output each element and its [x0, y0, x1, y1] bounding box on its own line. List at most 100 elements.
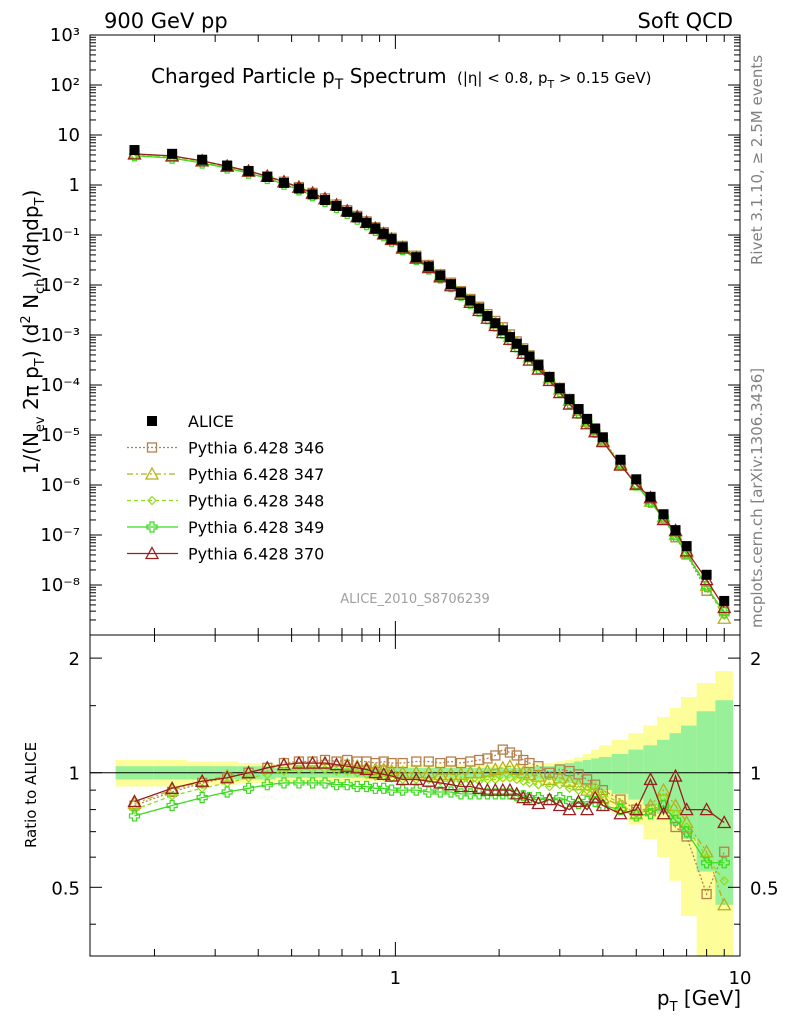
ratio-y-tick-label-right: 2: [750, 649, 761, 670]
x-tick-label: 10: [729, 968, 752, 989]
ratio-data-point: [497, 772, 508, 783]
ratio-y-tick-label-right: 0.5: [750, 878, 779, 899]
alice-data-point: [278, 177, 289, 188]
ratio-data-point: [554, 779, 565, 790]
ratio-data-point: [360, 780, 373, 793]
legend-marker: [144, 466, 160, 480]
ratio-data-point: [421, 765, 436, 779]
ylabel-part-4: N: [19, 294, 43, 315]
alice-data-point: [378, 228, 389, 239]
alice-data-point: [597, 432, 608, 443]
main-data-point: [717, 600, 732, 614]
legend: ALICE Pythia 6.428 346 Pythia 6.428 347 Pyt…: [127, 412, 324, 564]
ratio-data-point: [433, 767, 448, 781]
ratio-data-point: [482, 753, 493, 764]
ratio-data-point: [670, 808, 681, 819]
ratio-data-point: [329, 757, 344, 771]
ratio-data-point: [276, 757, 292, 771]
ratio-data-point: [385, 784, 398, 796]
ylabel-part-2: 2π p: [19, 366, 43, 416]
ylabel-sub-t2: T: [33, 197, 48, 206]
alice-data-point: [386, 234, 397, 245]
ratio-data-point: [242, 782, 255, 794]
ratio-data-point: [445, 756, 457, 767]
main-series-5: [127, 146, 732, 614]
alice-data-point: [631, 474, 642, 485]
alice-data-point: [293, 183, 304, 194]
ratio-data-point: [488, 782, 503, 796]
ratio-data-point: [319, 777, 331, 789]
ylabel-sub-ch: ch: [33, 279, 48, 294]
ylabel-part-5: )/(dηdp: [19, 205, 43, 278]
ratio-data-point: [590, 779, 601, 790]
ratio-data-point: [359, 760, 374, 774]
alice-data-point: [564, 394, 575, 405]
ratio-data-point: [643, 772, 658, 786]
alice-data-point: [465, 295, 476, 306]
alice-data-point: [482, 310, 493, 321]
ratio-data-point: [544, 767, 555, 778]
alice-data-point: [504, 332, 515, 343]
alice-data-point: [352, 212, 363, 223]
ratio-data-point: [614, 803, 627, 816]
x-tick-label: 1: [390, 968, 401, 989]
alice-data-point: [331, 201, 342, 212]
ratio-data-point: [331, 756, 342, 767]
ratio-data-point: [423, 786, 435, 798]
title-cuts-a: (|η| < 0.8, p: [457, 69, 547, 87]
x-axis-label: pT [GeV]: [657, 986, 741, 1015]
ratio-data-point: [359, 762, 374, 776]
ratio-data-point: [572, 797, 585, 810]
ratio-data-point: [582, 785, 592, 795]
title-sub-t: T: [334, 77, 344, 93]
ratio-data-point: [243, 772, 254, 783]
ratio-data-point: [643, 798, 658, 812]
alice-data-point: [670, 525, 681, 536]
ylabel-sub-t1: T: [33, 358, 48, 367]
side-label-rivet: Rivet 3.1.10, ≥ 2.5M events: [748, 55, 766, 265]
ratio-data-point: [352, 767, 363, 778]
side-label-mcplots: mcplots.cern.ch [arXiv:1306.3436]: [748, 368, 766, 628]
ratio-data-point: [341, 779, 353, 791]
ratio-data-point: [629, 802, 644, 816]
ratio-data-point: [523, 792, 536, 804]
ratio-data-point: [463, 779, 478, 793]
alice-data-point: [455, 287, 466, 298]
alice-data-point: [511, 338, 522, 349]
ratio-data-point: [435, 776, 446, 787]
ratio-data-point: [595, 790, 610, 804]
ratio-y-tick-label-left: 1: [69, 764, 80, 785]
alice-data-point: [197, 154, 208, 165]
ratio-data-point: [522, 792, 537, 806]
ratio-data-point: [291, 755, 307, 769]
ratio-data-point: [384, 768, 399, 782]
legend-marker: [144, 546, 160, 560]
ratio-data-point: [129, 804, 140, 815]
ratio-data-point: [340, 757, 355, 771]
main-series-line: [134, 153, 725, 612]
ratio-data-point: [342, 766, 353, 776]
ratio-data-point: [668, 768, 683, 782]
ratio-data-point: [421, 773, 436, 787]
ratio-data-point: [505, 772, 515, 783]
ratio-data-point: [656, 782, 671, 796]
header-left: 900 GeV pp: [104, 9, 228, 33]
alice-data-point: [524, 351, 535, 362]
ratio-data-point: [631, 808, 642, 819]
ratio-data-point: [368, 762, 383, 776]
stat-band-bin: [669, 733, 682, 825]
ratio-data-point: [670, 821, 681, 833]
ratio-data-point: [544, 781, 555, 792]
ratio-data-point: [701, 857, 713, 869]
ratio-data-point: [423, 774, 434, 785]
legend-label: Pythia 6.428 349: [188, 518, 324, 537]
ratio-data-point: [409, 772, 424, 786]
ratio-data-point: [480, 782, 495, 796]
ratio-data-point: [456, 776, 466, 787]
ratio-data-point: [395, 765, 410, 779]
ratio-data-point: [260, 760, 275, 774]
ratio-data-point: [368, 765, 383, 779]
ratio-data-point: [317, 755, 333, 769]
ratio-y-tick-label-left: 0.5: [51, 878, 80, 899]
stat-band-bin: [611, 753, 629, 794]
